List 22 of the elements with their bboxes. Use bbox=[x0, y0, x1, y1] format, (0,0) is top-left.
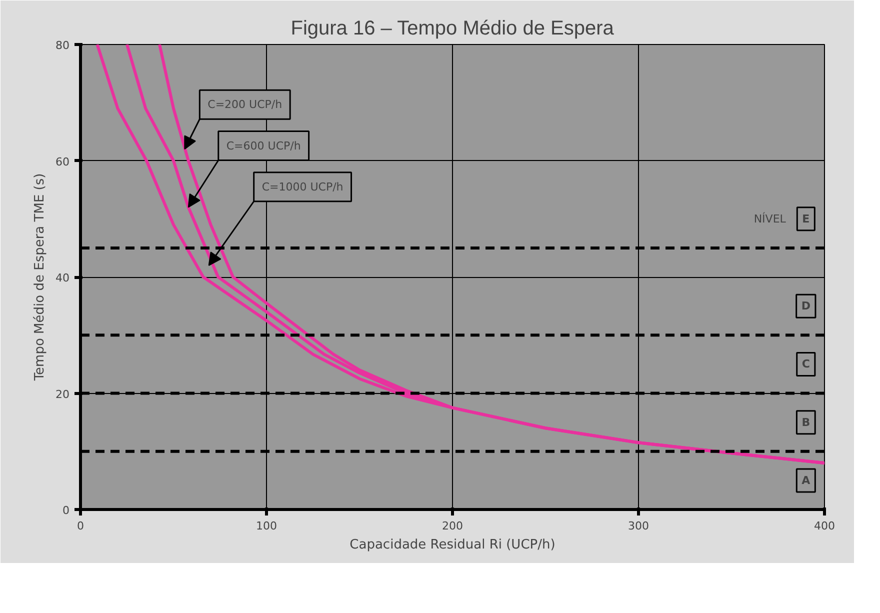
chart-title: Figura 16 – Tempo Médio de Espera bbox=[290, 18, 615, 40]
y-tick-label: 0 bbox=[62, 504, 70, 517]
annotation: C=600 UCP/h bbox=[226, 139, 301, 152]
annotation: A bbox=[802, 474, 811, 487]
annotation: C=200 UCP/h bbox=[208, 98, 282, 112]
x-tick-label: 100 bbox=[256, 520, 277, 532]
y-tick-label: 40 bbox=[56, 272, 70, 284]
annotation: E bbox=[802, 212, 810, 226]
annotation: C bbox=[802, 358, 810, 371]
annotation: C=1000 UCP/h bbox=[262, 180, 344, 194]
x-tick-label: 0 bbox=[77, 520, 84, 532]
annotation: NÍVEL bbox=[754, 211, 787, 226]
x-tick-label: 300 bbox=[628, 520, 649, 532]
annotation: B bbox=[802, 416, 810, 429]
x-tick-label: 200 bbox=[442, 520, 463, 532]
x-axis-title: Capacidade Residual Ri (UCP/h) bbox=[350, 538, 556, 552]
y-axis-title: Tempo Médio de Espera TME (s) bbox=[32, 173, 48, 382]
annotation: D bbox=[801, 300, 810, 313]
y-tick-label: 60 bbox=[56, 155, 70, 168]
y-tick-label: 80 bbox=[56, 39, 70, 52]
x-tick-label: 400 bbox=[814, 520, 835, 532]
y-tick-label: 20 bbox=[56, 388, 70, 401]
